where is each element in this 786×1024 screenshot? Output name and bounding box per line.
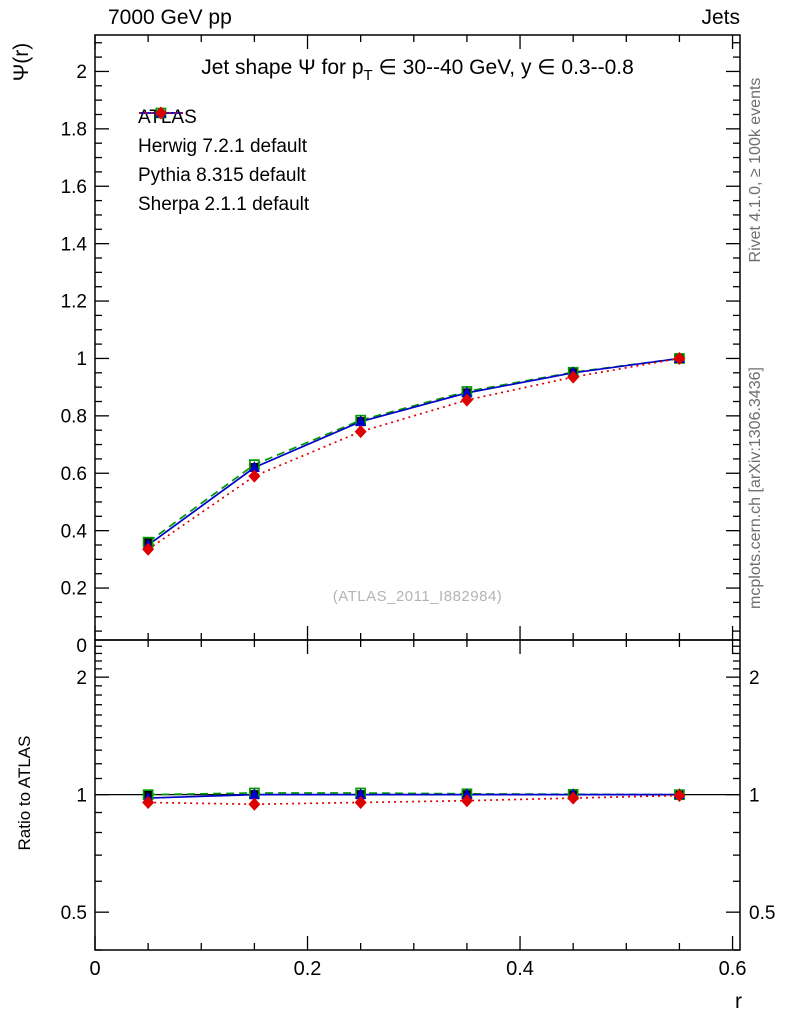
x-tick-label: 0.6 [719,958,747,980]
legend-label: Herwig 7.2.1 default [138,135,307,157]
main-y-tick-label: 1.8 [61,119,87,140]
series-marker-main [355,415,367,427]
series-marker-ratio [673,789,686,803]
legend-label: Pythia 8.315 default [138,164,306,186]
legend-marker-sample [155,106,167,120]
series-marker-ratio [354,795,367,809]
main-y-tick-label: 2 [76,62,87,83]
ratio-y-tick-label-left: 1 [76,785,87,806]
beam-energy-label: 7000 GeV pp [108,6,232,29]
series-line-main [147,357,680,546]
legend: ATLAS Herwig 7.2.1 default Pythia 8.315 de… [138,103,309,219]
main-y-tick-label: 0.4 [61,521,88,542]
main-y-tick-label: 1.6 [61,177,87,198]
legend-label: ATLAS [138,106,197,128]
series-marker-ratio [567,791,580,805]
legend-item: Herwig 7.2.1 default [138,107,309,161]
legend-label: Sherpa 2.1.1 default [138,193,310,215]
main-y-tick-label: 1 [76,349,87,370]
main-y-axis-title: Ψ(r) [10,42,33,82]
legend-diamond-filled-icon [139,106,183,120]
plot-title-text: Jet shape Ψ for p [201,56,364,79]
series-marker-main [461,386,473,398]
series-line-ratio [148,793,680,799]
x-tick-label: 0.2 [294,958,322,980]
x-tick-label: 0.4 [506,958,534,980]
ratio-y-tick-label-right: 0.5 [749,903,775,924]
series-line-ratio [148,794,680,806]
x-tick-label: 0 [89,958,100,980]
series-marker-main [248,461,260,473]
series-marker-main [354,425,367,439]
ratio-y-tick-label-left: 2 [76,668,87,689]
series-marker-ratio [460,794,473,808]
ratio-y-tick-label-right: 2 [749,668,760,689]
legend-item: Sherpa 2.1.1 default [138,106,310,219]
series-marker-main [142,542,155,556]
mcplots-arxiv-note: mcplots.cern.ch [arXiv:1306.3436] [747,367,764,609]
series-marker-main [567,370,580,384]
main-y-tick-label: 1.4 [61,234,88,255]
series-line-main [147,357,680,543]
series-marker-main [248,469,261,483]
main-y-tick-label: 1.2 [61,292,87,313]
series-line-main [147,357,680,551]
main-y-tick-label: 0.2 [61,579,87,600]
ratio-y-tick-label-right: 1 [749,785,760,806]
x-axis-title: r [735,990,742,1013]
main-y-tick-label: 0 [76,636,87,657]
series-marker-main [460,393,473,407]
main-y-tick-label: 0.8 [61,407,87,428]
analysis-group-label: Jets [701,6,740,29]
series-marker-ratio [461,788,473,800]
series-marker-main [673,351,686,365]
series-marker-ratio [355,788,367,800]
plot-title-tail: ∈ 30--40 GeV, y ∈ 0.3--0.8 [372,56,634,79]
series-marker-ratio [142,795,155,809]
series-marker-ratio [248,788,260,800]
main-y-tick-label: 0.6 [61,464,87,485]
plot-title: Jet shape Ψ for pT ∈ 30--40 GeV, y ∈ 0.3… [95,55,740,84]
plot-title-subscript: T [363,67,373,84]
ratio-y-tick-label-left: 0.5 [61,903,87,924]
ratio-y-axis-title: Ratio to ATLAS [15,735,34,851]
legend-item: Pythia 8.315 default [138,106,309,190]
series-marker-ratio [248,797,261,811]
analysis-id-watermark: (ATLAS_2011_I882984) [332,588,503,605]
rivet-version-note: Rivet 4.1.0, ≥ 100k events [747,77,764,263]
